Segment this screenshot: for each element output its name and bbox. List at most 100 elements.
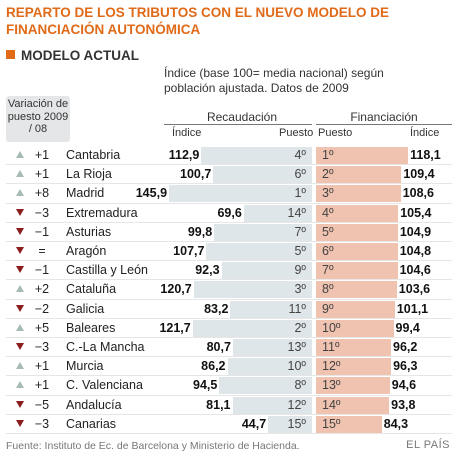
up-triangle-icon <box>16 362 24 370</box>
up-triangle-icon <box>16 151 24 158</box>
table-row-divider <box>6 260 452 262</box>
down-triangle-icon <box>16 304 24 312</box>
recaudacion-puesto: 9º <box>294 263 306 278</box>
variation-value: +1 <box>34 148 50 162</box>
recaudacion-value: 99,8 <box>187 224 213 239</box>
financiacion-value: 84,3 <box>383 416 409 431</box>
chart-note: Índice (base 100= media nacional) según … <box>164 66 384 95</box>
financiacion-bar <box>316 377 390 395</box>
recaudacion-bar <box>201 147 312 164</box>
recaudacion-value: 92,3 <box>195 263 220 278</box>
recaudacion-rule <box>164 124 312 125</box>
financiacion-bar <box>316 185 401 203</box>
recaudacion-bar <box>219 377 312 395</box>
recaudacion-puesto: 10º <box>287 359 306 374</box>
table-row-divider <box>6 241 452 242</box>
region-name: Cantabria <box>66 148 121 162</box>
recaudacion-bar <box>268 415 312 433</box>
variation-value: +5 <box>34 320 50 335</box>
recaudacion-bar <box>227 358 312 376</box>
recaudacion-puesto: 3º <box>294 282 306 297</box>
recaudacion-puesto: 15º <box>287 416 306 431</box>
variation-value: −1 <box>34 224 50 239</box>
variation-value: +1 <box>34 167 50 182</box>
recaudacion-value: 94,5 <box>193 378 218 393</box>
recaudacion-value: 86,2 <box>201 359 226 374</box>
table-row-divider <box>6 298 452 300</box>
region-name: Andalucía <box>66 397 122 412</box>
down-triangle-icon <box>16 247 24 254</box>
recaudacion-bar <box>232 396 312 414</box>
region-name: Murcia <box>66 359 104 374</box>
financiacion-puesto: 9º <box>322 301 334 316</box>
financiacion-value: 93,8 <box>391 397 416 412</box>
down-triangle-icon <box>16 419 24 427</box>
up-triangle-icon <box>16 189 24 197</box>
variation-value: +1 <box>34 359 50 374</box>
table-row-divider <box>6 413 452 415</box>
recaudacion-bar <box>232 339 312 356</box>
region-name: La Rioja <box>66 167 112 182</box>
financiacion-bar <box>316 223 398 241</box>
financiacion-puesto: 11º <box>322 340 340 354</box>
recaudacion-value: 81,1 <box>206 397 231 412</box>
table-row-divider <box>6 183 452 185</box>
variation-value: −2 <box>34 301 50 316</box>
region-name: Asturias <box>66 224 112 239</box>
recaudacion-bar <box>213 166 312 184</box>
financiacion-value: 103,6 <box>398 282 431 297</box>
recaudacion-puesto-label: Puesto <box>279 127 314 139</box>
variation-value: −3 <box>34 205 50 220</box>
financiacion-puesto: 14º <box>322 397 341 412</box>
region-name: Baleares <box>66 320 116 335</box>
financiacion-puesto: 8º <box>322 282 334 297</box>
down-triangle-icon <box>16 400 24 408</box>
financiacion-puesto: 4º <box>322 205 334 220</box>
variation-value: +2 <box>34 282 50 297</box>
financiacion-rule <box>316 124 452 125</box>
financiacion-value: 104,8 <box>399 244 432 258</box>
financiacion-bar <box>316 166 402 184</box>
recaudacion-bar <box>221 262 312 280</box>
recaudacion-puesto: 14º <box>287 205 306 220</box>
variation-value: +8 <box>34 186 50 201</box>
financiacion-puesto: 2º <box>322 167 334 182</box>
recaudacion-puesto: 4º <box>294 148 306 162</box>
recaudacion-puesto: 2º <box>294 320 306 335</box>
recaudacion-value: 100,7 <box>180 167 212 182</box>
financiacion-bar <box>316 319 394 337</box>
financiacion-bar <box>316 396 390 414</box>
recaudacion-value: 112,9 <box>168 148 200 162</box>
financiacion-puesto: 1º <box>322 148 334 162</box>
recaudacion-value: 121,7 <box>159 320 191 335</box>
financiacion-bar <box>316 415 382 433</box>
variation-value: −5 <box>34 397 50 412</box>
up-triangle-icon <box>16 381 24 389</box>
financiacion-value: 96,3 <box>393 359 418 374</box>
up-triangle-icon <box>16 285 24 293</box>
brand-logo: EL PAÍS <box>406 439 450 451</box>
recaudacion-puesto: 12º <box>287 397 306 412</box>
region-name: Canarias <box>66 416 117 431</box>
recaudacion-value: 44,7 <box>241 416 267 431</box>
financiacion-puesto: 13º <box>322 378 341 393</box>
financiacion-bar <box>316 281 397 299</box>
table-row-divider <box>6 433 452 434</box>
recaudacion-puesto: 1º <box>294 186 306 201</box>
recaudacion-value: 69,6 <box>217 205 242 220</box>
up-triangle-icon <box>16 170 24 178</box>
down-triangle-icon <box>16 343 24 350</box>
financiacion-bar <box>316 243 398 260</box>
recaudacion-puesto: 5º <box>294 244 306 258</box>
recaudacion-puesto: 13º <box>287 340 306 354</box>
region-name: Extremadura <box>66 205 138 220</box>
financiacion-value: 99,4 <box>395 320 420 335</box>
variation-header: Variación de puesto 2009 / 08 <box>6 96 70 142</box>
region-name: C. Valenciana <box>66 378 143 393</box>
financiacion-value: 105,4 <box>400 205 432 220</box>
recaudacion-bar <box>193 281 312 299</box>
variation-value: +1 <box>34 378 50 393</box>
table-row-divider <box>6 337 452 338</box>
recaudacion-bar <box>214 223 312 241</box>
region-name: Galicia <box>66 301 105 316</box>
